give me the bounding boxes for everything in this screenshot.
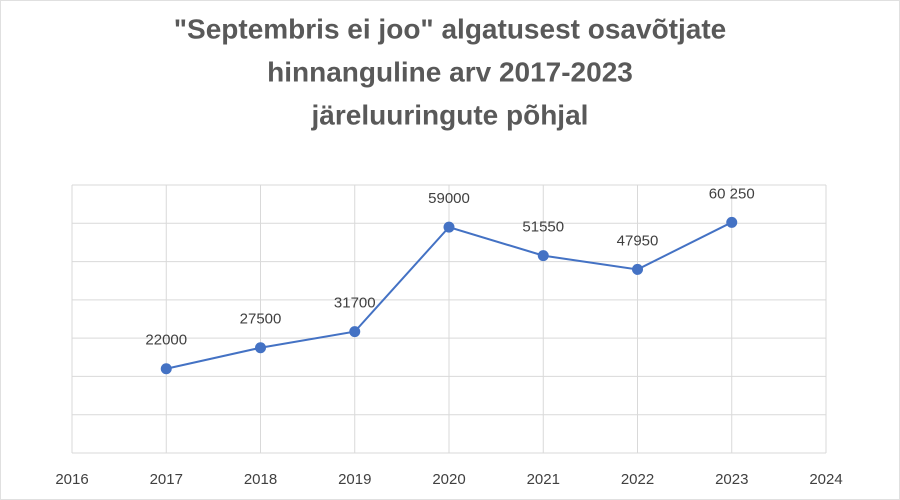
chart-title: hinnanguline arv 2017-2023 [267, 56, 633, 87]
data-point [632, 263, 643, 275]
data-label: 59000 [428, 190, 470, 207]
x-tick-label: 2023 [715, 471, 748, 488]
chart-title: järeluuringute põhjal [311, 99, 589, 130]
x-tick-label: 2019 [338, 471, 371, 488]
x-tick-label: 2021 [527, 471, 560, 488]
data-point [160, 363, 172, 375]
x-tick-label: 2016 [55, 471, 88, 488]
data-point [537, 250, 549, 262]
data-label: 27500 [240, 311, 282, 328]
data-label: 22000 [145, 332, 187, 349]
x-tick-label: 2024 [809, 471, 842, 488]
data-point [726, 216, 738, 228]
x-tick-label: 2017 [150, 471, 183, 488]
chart-title: "Septembris ei joo" algatusest osavõtjat… [174, 13, 727, 44]
data-point [255, 342, 266, 354]
data-point [443, 221, 455, 233]
data-label: 31700 [334, 295, 376, 312]
data-point [349, 326, 361, 338]
data-label: 51550 [522, 219, 564, 236]
x-tick-label: 2020 [432, 471, 465, 488]
data-label: 60 250 [709, 185, 755, 202]
x-tick-label: 2022 [621, 471, 654, 488]
data-label: 47950 [617, 232, 659, 249]
x-tick-label: 2018 [244, 471, 277, 488]
